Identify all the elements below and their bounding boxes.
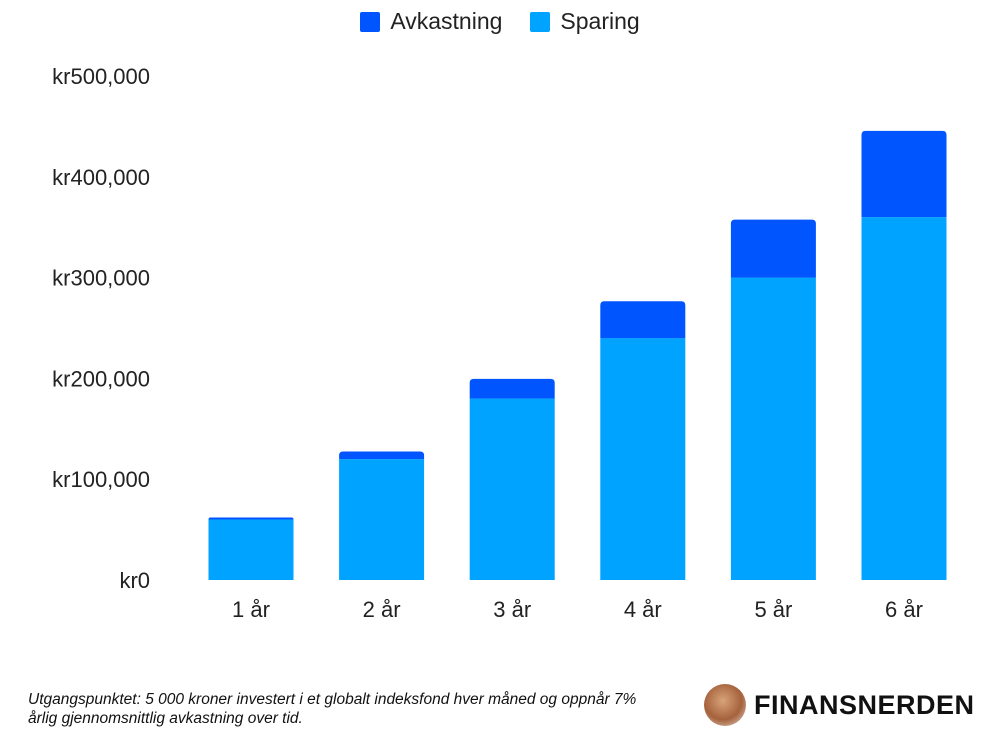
bar-sparing xyxy=(208,519,294,580)
bar-sparing xyxy=(469,398,555,580)
bar-sparing xyxy=(730,277,816,580)
y-tick-label: kr100,000 xyxy=(52,467,150,492)
footnote: Utgangspunktet: 5 000 kroner investert i… xyxy=(28,691,637,727)
legend: Avkastning Sparing xyxy=(0,8,1000,35)
brand-logo-avatar xyxy=(704,684,746,726)
legend-item-avkastning[interactable]: Avkastning xyxy=(360,8,502,35)
x-tick-label: 1 år xyxy=(232,597,270,622)
y-tick-label: kr500,000 xyxy=(52,64,150,89)
bar-avkastning xyxy=(469,378,555,399)
bar-sparing xyxy=(339,459,425,580)
brand[interactable]: FINANSNERDEN xyxy=(704,684,975,726)
legend-swatch-sparing xyxy=(530,11,551,32)
x-tick-label: 3 år xyxy=(493,597,531,622)
brand-name: FINANSNERDEN xyxy=(754,689,975,720)
stacked-bar-chart: kr0 kr100,000 kr200,000 kr300,000 kr400,000 k… xyxy=(52,64,947,622)
x-tick-label: 4 år xyxy=(624,597,662,622)
bar-sparing xyxy=(861,217,947,580)
legend-label-sparing: Sparing xyxy=(560,8,640,34)
bar-avkastning xyxy=(208,517,294,520)
y-tick-label: kr0 xyxy=(119,568,150,593)
y-tick-label: kr400,000 xyxy=(52,165,150,190)
bar-avkastning xyxy=(861,130,947,218)
bar-avkastning xyxy=(730,219,816,278)
y-tick-label: kr300,000 xyxy=(52,266,150,291)
legend-label-avkastning: Avkastning xyxy=(390,8,503,34)
bar-avkastning xyxy=(339,451,425,460)
bar-sparing xyxy=(600,338,686,580)
x-tick-label: 2 år xyxy=(363,597,401,622)
y-tick-label: kr200,000 xyxy=(52,366,150,391)
x-tick-label: 5 år xyxy=(754,597,792,622)
x-tick-label: 6 år xyxy=(885,597,923,622)
bar-avkastning xyxy=(600,301,686,339)
legend-item-sparing[interactable]: Sparing xyxy=(530,8,640,35)
legend-swatch-avkastning xyxy=(360,11,381,32)
